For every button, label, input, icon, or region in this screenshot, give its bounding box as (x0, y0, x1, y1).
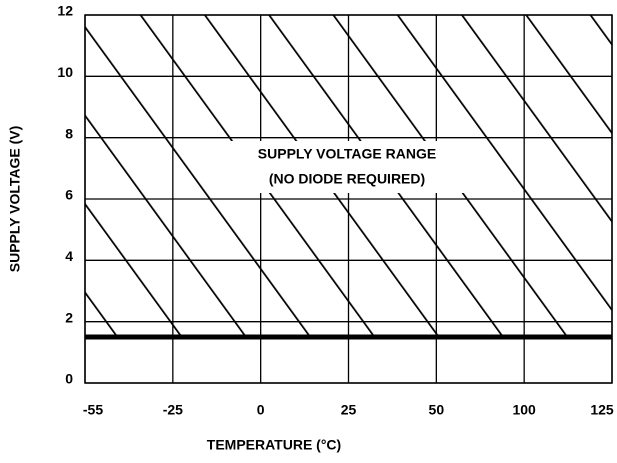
plot-frame (84, 14, 613, 384)
x-tick-label: -55 (83, 402, 103, 418)
x-tick-label: 125 (590, 402, 614, 418)
x-tick-label: 25 (341, 402, 357, 418)
y-tick-label: 2 (65, 309, 73, 325)
x-tick-label: -25 (163, 402, 183, 418)
y-tick-label: 8 (65, 125, 73, 141)
annotation: (NO DIODE REQUIRED) (269, 171, 425, 187)
y-tick-label: 12 (57, 3, 73, 19)
x-axis-title: TEMPERATURE (°C) (207, 437, 341, 453)
x-tick-label: 100 (512, 402, 536, 418)
x-tick-label: 0 (257, 402, 265, 418)
annotation: SUPPLY VOLTAGE RANGE (258, 146, 436, 162)
y-tick-label: 0 (65, 371, 73, 387)
y-tick-label: 6 (65, 187, 73, 203)
y-axis-title: SUPPLY VOLTAGE (V) (7, 126, 23, 273)
y-tick-label: 10 (57, 64, 73, 80)
annotation-bg (225, 141, 469, 193)
x-tick-label: 50 (429, 402, 445, 418)
y-tick-label: 4 (65, 248, 73, 264)
